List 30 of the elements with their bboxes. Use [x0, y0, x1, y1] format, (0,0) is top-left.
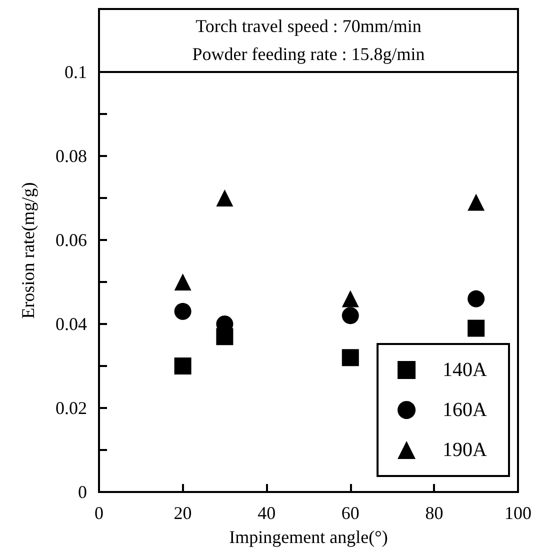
point — [468, 320, 485, 337]
y-axis-title: Erosion rate(mg/g) — [18, 182, 38, 319]
y-tick-label: 0.04 — [56, 314, 87, 334]
point — [174, 302, 192, 320]
x-tick-label: 20 — [174, 503, 192, 523]
y-tick-label: 0.1 — [64, 62, 87, 82]
note-box: Torch travel speed : 70mm/min Powder feeding rate : 15.8g/min — [99, 9, 518, 73]
point — [468, 290, 485, 308]
y-tick-label: 0 — [78, 482, 87, 502]
y-tick-label: 0.02 — [56, 398, 87, 418]
point — [174, 274, 192, 290]
x-tick-label: 60 — [341, 503, 360, 523]
annotation: Torch travel speed : 70mm/min — [196, 15, 422, 38]
legend-label: 160A — [442, 399, 488, 421]
x-tick-label: 80 — [425, 503, 444, 523]
point — [342, 349, 359, 366]
point — [174, 358, 192, 374]
point — [342, 307, 359, 324]
legend-label: 190A — [442, 439, 488, 461]
x-tick-label: 100 — [504, 503, 532, 523]
point — [342, 290, 359, 308]
x-axis-title: Impingement angle(°) — [229, 527, 388, 547]
y-tick-label: 0.06 — [56, 230, 87, 250]
point — [468, 194, 485, 211]
x-tick-label: 0 — [94, 503, 104, 523]
point — [216, 190, 234, 206]
annotation: Powder feeding rate : 15.8g/min — [192, 43, 425, 66]
legend-label: 140A — [442, 359, 488, 381]
y-tick-label: 0.08 — [56, 146, 87, 166]
x-tick-label: 40 — [258, 503, 276, 523]
